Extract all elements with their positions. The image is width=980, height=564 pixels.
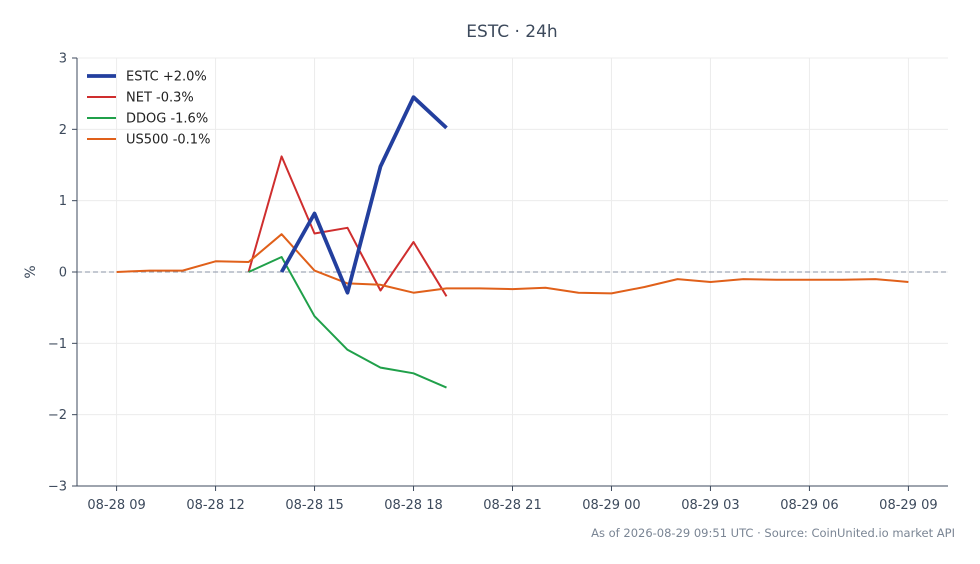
x-tick-label-7: 08-29 06 (780, 498, 838, 513)
series-line-us500 (116, 233, 909, 295)
legend-label-ddog: DDOG -1.6% (126, 112, 208, 127)
x-tick-label-8: 08-29 09 (879, 498, 937, 513)
chart-title: ESTC · 24h (466, 22, 557, 42)
x-tick-label-0: 08-28 09 (87, 498, 145, 513)
x-tick-label-1: 08-28 12 (186, 498, 244, 513)
x-tick-label-6: 08-29 03 (681, 498, 739, 513)
y-tick-label-4: 1 (59, 194, 67, 209)
y-tick-label-3: 0 (59, 266, 67, 281)
y-axis-label: % (23, 265, 39, 278)
x-tick-label-4: 08-28 21 (483, 498, 541, 513)
series-lines (116, 95, 909, 389)
y-tick-label-2: −1 (48, 337, 67, 352)
y-tick-label-1: −2 (48, 408, 67, 423)
series-line-net (247, 155, 448, 297)
legend-label-net: NET -0.3% (126, 91, 194, 106)
x-tick-label-5: 08-29 00 (582, 498, 640, 513)
y-tick-label-5: 2 (59, 123, 67, 138)
series-line-estc (279, 95, 448, 295)
legend-label-estc: ESTC +2.0% (126, 70, 207, 85)
legend-label-us500: US500 -0.1% (126, 133, 210, 148)
y-tick-label-0: −3 (48, 480, 67, 495)
legend: ESTC +2.0% NET -0.3% DDOG -1.6% US500 -0.1% (87, 70, 210, 148)
x-tick-label-3: 08-28 18 (384, 498, 442, 513)
x-axis-ticks: 08-28 09 08-28 12 08-28 15 08-28 18 08-28 21… (87, 486, 938, 513)
footer-source-note: As of 2026-08-29 09:51 UTC · Source: Coi… (591, 526, 955, 540)
y-tick-label-6: 3 (59, 52, 67, 67)
x-tick-label-2: 08-28 15 (285, 498, 343, 513)
y-axis-ticks: −3 −2 −1 0 1 2 3 (48, 52, 77, 495)
series-line-ddog (248, 256, 447, 389)
